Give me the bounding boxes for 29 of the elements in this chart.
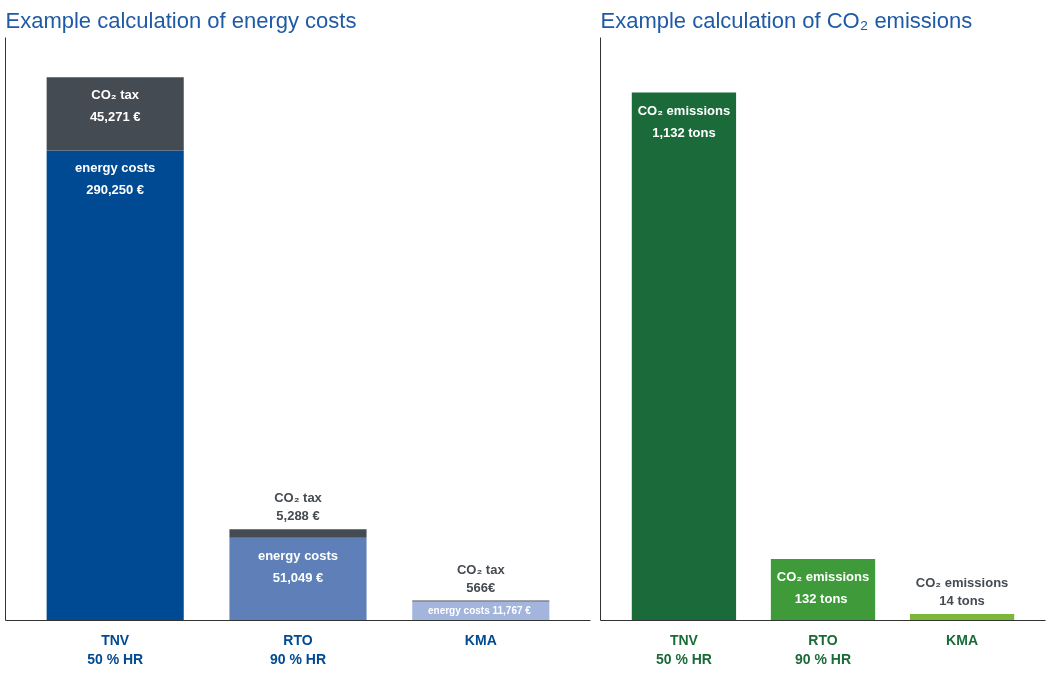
text: CO₂ tax	[456, 561, 505, 577]
x-tick-label: TNV 50 % HR	[655, 631, 712, 667]
bar	[229, 529, 367, 538]
data-label: 132 tons	[794, 590, 848, 606]
chart-title: Example calculation of energy costs	[5, 7, 357, 33]
data-label: 1,132 tons	[652, 124, 716, 140]
x-tick-label: RTO 90 % HR	[794, 631, 852, 667]
text: CO₂ emissions	[915, 574, 1009, 590]
series-label: energy costs	[75, 160, 156, 176]
data-label: 5,288 €	[276, 508, 320, 524]
bar	[229, 537, 367, 621]
data-label: 14 tons	[939, 592, 985, 608]
text: energy costs	[257, 547, 339, 563]
series-label: CO₂ emissions	[637, 102, 731, 118]
data-label: 51,049 €	[272, 569, 324, 585]
x-tick-label: KMA	[464, 631, 497, 648]
chart-title: Example calculation of CO₂ emissions	[600, 7, 973, 33]
x-tick-label: TNV 50 % HR	[87, 631, 144, 667]
x-tick-label: KMA	[946, 631, 979, 648]
text: energy costs 11,767 €	[428, 605, 531, 617]
text: CO₂ tax	[274, 490, 322, 506]
data-label: 290,250 €	[86, 182, 145, 198]
series-label: CO₂ tax	[91, 87, 140, 103]
data-label: 566€	[466, 579, 496, 595]
bar	[46, 150, 184, 621]
text: CO₂ emissions	[776, 568, 870, 584]
data-label: 45,271 €	[89, 109, 141, 125]
x-tick-label: RTO 90 % HR	[269, 631, 327, 667]
bar	[46, 77, 184, 151]
